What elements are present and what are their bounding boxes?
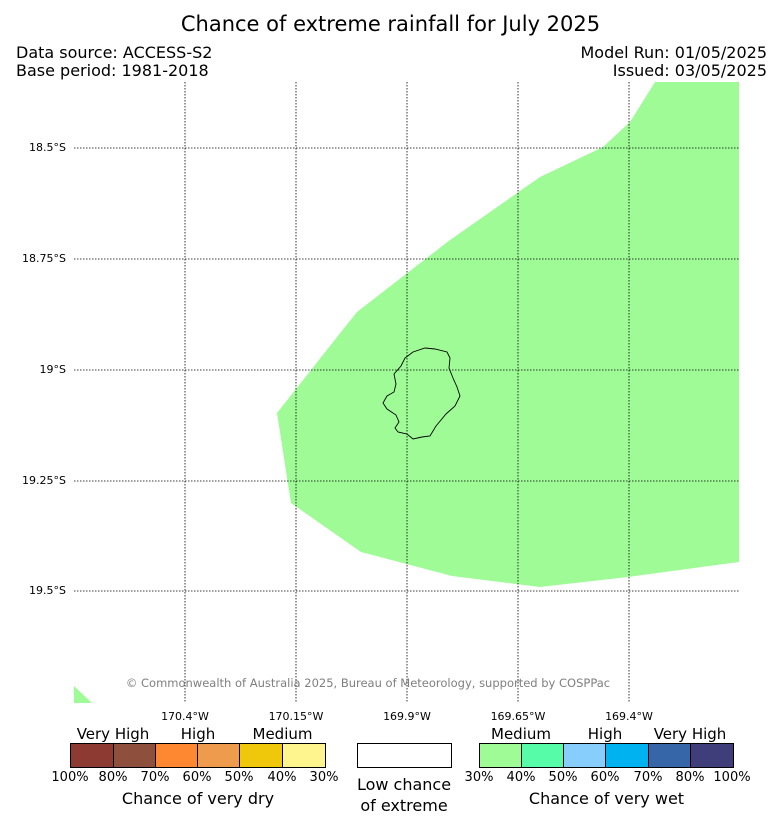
dry-tick-label: 80% [98,770,128,785]
graticule [74,82,739,703]
lat-label-19-5: 19.5°S [29,584,66,597]
wet-medium-label: Medium [491,725,551,743]
wet-swatch [522,744,564,767]
wet-swatch [691,744,733,767]
map-title: Chance of extreme rainfall for July 2025 [180,12,601,36]
niue-island-outline [382,347,461,440]
wet-tick-label: 30% [464,770,494,785]
dry-swatch [198,744,240,767]
copyright-notice: © Commonwealth of Australia 2025, Bureau… [126,676,610,690]
lat-label-18-5: 18.5°S [29,141,66,154]
dry-tick-label: 40% [267,770,297,785]
dry-swatch [240,744,283,767]
lon-label-170-4: 170.4°W [161,710,209,723]
wet-legend-caption: Chance of very wet [528,789,685,808]
dry-swatch [283,744,325,767]
dry-very-high-label: Very High [76,725,150,743]
lon-label-170-15: 170.15°W [268,710,324,723]
dry-swatch [156,744,198,767]
dry-tick-label: 50% [224,770,254,785]
dry-swatch [71,744,114,767]
lon-label-169-9: 169.9°W [383,710,431,723]
dry-swatch [114,744,156,767]
dry-tick-label: 100% [51,770,89,785]
model-run: Model Run: 01/05/2025 [580,43,768,62]
wet-tick-label: 70% [633,770,663,785]
wet-very-high-label: Very High [653,725,727,743]
dry-tick-label: 30% [309,770,339,785]
base-period: Base period: 1981-2018 [16,61,209,80]
wet-swatch [480,744,522,767]
wet-tick-label: 60% [590,770,620,785]
wet-swatch [649,744,691,767]
data-source: Data source: ACCESS-S2 [16,43,213,62]
wet-tick-label: 50% [548,770,578,785]
low-chance-caption-line2: of extreme [360,796,448,815]
lat-label-19-25: 19.25°S [22,474,66,487]
corner-region-fragment [74,686,92,703]
wet-colorbar [479,743,734,768]
dry-colorbar [70,743,326,768]
issued-date: Issued: 03/05/2025 [612,61,767,80]
low-chance-caption-line1: Low chance [356,775,452,794]
wet-swatch [606,744,649,767]
wet-swatch [564,744,606,767]
lon-label-169-65: 169.65°W [490,710,546,723]
low-chance-swatch [357,743,452,768]
wet-high-label: High [587,725,623,743]
dry-tick-label: 60% [182,770,212,785]
dry-high-label: High [180,725,216,743]
lon-label-169-4: 169.4°W [605,710,653,723]
dry-legend-caption: Chance of very dry [121,789,275,808]
lat-label-19: 19°S [39,363,66,376]
dry-tick-label: 70% [140,770,170,785]
dry-medium-label: Medium [252,725,313,743]
lat-label-18-75: 18.75°S [22,252,66,265]
wet-tick-label: 80% [675,770,705,785]
medium-wet-region [277,82,739,587]
wet-tick-label: 100% [713,770,751,785]
wet-tick-label: 40% [506,770,536,785]
